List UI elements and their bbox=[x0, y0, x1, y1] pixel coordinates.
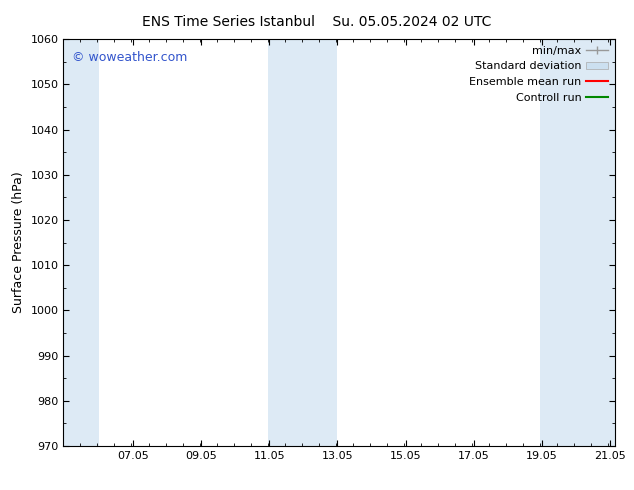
Bar bbox=[268, 39, 300, 446]
Legend: min/max, Standard deviation, Ensemble mean run, Controll run: min/max, Standard deviation, Ensemble me… bbox=[465, 42, 612, 107]
Bar bbox=[540, 39, 573, 446]
Bar bbox=[300, 39, 337, 446]
Text: ENS Time Series Istanbul    Su. 05.05.2024 02 UTC: ENS Time Series Istanbul Su. 05.05.2024 … bbox=[142, 15, 492, 29]
Y-axis label: Surface Pressure (hPa): Surface Pressure (hPa) bbox=[12, 172, 25, 314]
Text: © woweather.com: © woweather.com bbox=[72, 51, 187, 64]
Bar bbox=[573, 39, 615, 446]
Bar bbox=[63, 39, 99, 446]
